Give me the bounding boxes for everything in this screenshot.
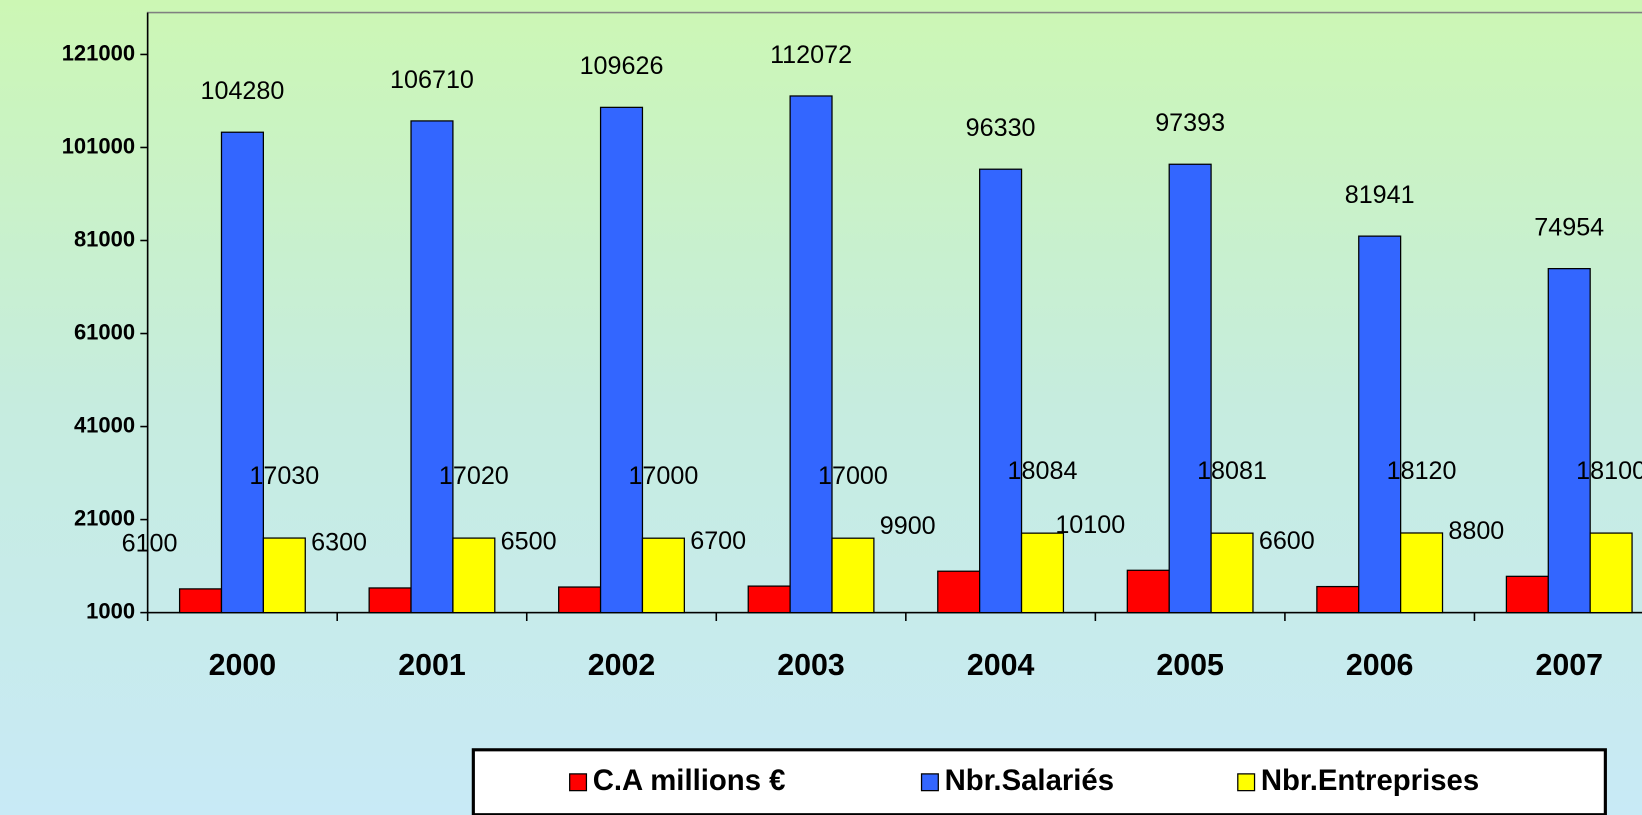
data-label: 10100 <box>1055 511 1125 539</box>
data-label: 6100 <box>122 530 178 558</box>
data-label: 18081 <box>1197 457 1267 485</box>
legend-swatch <box>1237 773 1256 792</box>
data-label: 6500 <box>501 528 557 556</box>
bar <box>641 537 685 614</box>
data-label: 18100 <box>1576 457 1642 485</box>
bar <box>1589 532 1633 614</box>
bar <box>599 106 644 614</box>
x-tick-label: 2000 <box>209 649 277 682</box>
bar <box>1505 575 1549 614</box>
data-label: 106710 <box>390 66 474 94</box>
bar <box>368 587 412 614</box>
data-label: 74954 <box>1534 213 1604 241</box>
y-tick-label: 21000 <box>74 505 135 530</box>
data-label: 97393 <box>1155 109 1225 137</box>
y-tick-label: 61000 <box>74 319 135 344</box>
data-label: 17030 <box>249 462 319 490</box>
legend-swatch <box>569 773 588 792</box>
bar <box>1358 235 1402 614</box>
data-label: 8800 <box>1448 517 1504 545</box>
y-tick-label: 101000 <box>62 133 135 158</box>
y-tick-label: 41000 <box>74 412 135 437</box>
data-label: 6600 <box>1259 527 1315 555</box>
data-label: 81941 <box>1345 181 1415 209</box>
bar <box>220 131 264 614</box>
y-tick-label: 1000 <box>86 598 135 623</box>
legend-label: C.A millions € <box>593 764 786 797</box>
bar <box>979 168 1023 614</box>
data-label: 104280 <box>201 77 285 105</box>
bar <box>558 586 602 614</box>
data-label: 112072 <box>770 41 852 69</box>
bar <box>789 95 833 614</box>
bar <box>831 537 875 614</box>
x-tick-label: 2005 <box>1156 649 1224 682</box>
bar <box>262 537 306 614</box>
data-label: 18084 <box>1008 457 1078 485</box>
bar <box>1316 585 1360 614</box>
data-label: 6700 <box>690 527 746 555</box>
bar <box>1126 569 1170 614</box>
data-label: 17000 <box>628 462 698 490</box>
legend-box <box>471 748 1607 815</box>
x-tick-label: 2006 <box>1346 649 1414 682</box>
bar <box>410 120 454 614</box>
x-tick-label: 2001 <box>398 649 466 682</box>
data-label: 109626 <box>580 52 664 80</box>
data-label: 96330 <box>966 114 1036 142</box>
legend-label: Nbr.Entreprises <box>1261 764 1479 797</box>
plot-group: 1000 21000 41000 61000 81000 101000 121000 2000… <box>62 11 1642 815</box>
bar <box>1210 532 1254 614</box>
data-label: 17000 <box>818 462 888 490</box>
x-tick-label: 2004 <box>967 649 1035 682</box>
bar <box>1168 163 1212 614</box>
bar <box>937 570 981 614</box>
legend-swatch <box>920 773 939 792</box>
x-tick-label: 2003 <box>777 649 845 682</box>
data-label: 17020 <box>439 462 509 490</box>
legend-label: Nbr.Salariés <box>945 764 1114 797</box>
bar <box>178 588 223 614</box>
data-label: 9900 <box>880 512 936 540</box>
bar <box>1020 532 1065 614</box>
x-tick-label: 2007 <box>1535 649 1603 682</box>
data-label: 18120 <box>1387 457 1457 485</box>
bar <box>1547 268 1591 614</box>
y-tick-label: 121000 <box>62 40 135 65</box>
bar <box>747 585 791 614</box>
x-tick-label: 2002 <box>588 649 656 682</box>
y-tick-label: 81000 <box>74 226 135 251</box>
bar <box>452 537 496 614</box>
data-label: 6300 <box>311 529 367 557</box>
bar <box>1400 532 1444 614</box>
